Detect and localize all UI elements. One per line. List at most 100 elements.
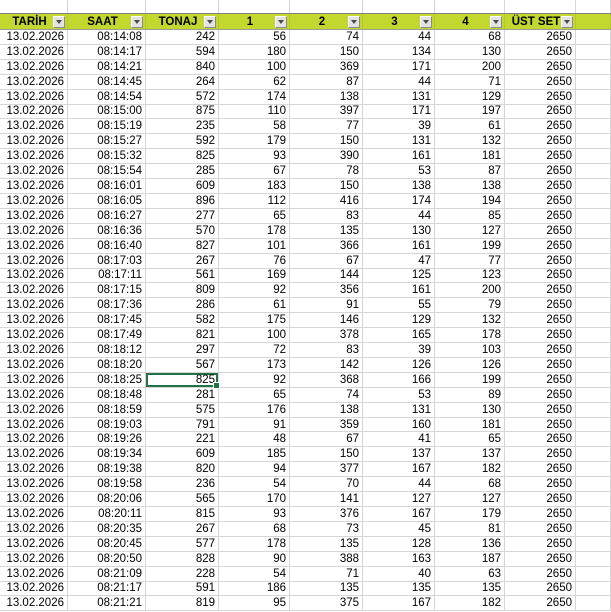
cell[interactable]: 13.02.2026 — [0, 447, 68, 463]
cell[interactable]: 169 — [219, 268, 290, 284]
cell[interactable] — [576, 492, 611, 507]
filter-button[interactable] — [420, 15, 432, 28]
filter-button[interactable] — [131, 15, 143, 28]
cell[interactable] — [576, 74, 611, 90]
cell[interactable]: 2650 — [505, 179, 576, 194]
cell[interactable] — [576, 402, 611, 418]
cell[interactable]: 112 — [219, 193, 290, 209]
cell[interactable]: 178 — [219, 536, 290, 552]
cell[interactable]: 08:14:54 — [68, 89, 146, 105]
cell[interactable]: 78 — [290, 164, 363, 180]
cell[interactable] — [576, 477, 611, 493]
cell[interactable]: 08:17:11 — [68, 268, 146, 284]
cell[interactable]: 171 — [363, 104, 435, 120]
cell[interactable] — [576, 179, 611, 194]
cell[interactable]: 13.02.2026 — [0, 477, 68, 493]
cell[interactable]: 377 — [290, 462, 363, 478]
cell[interactable]: 08:17:36 — [68, 298, 146, 314]
cell[interactable]: 236 — [146, 477, 219, 493]
cell[interactable]: 135 — [363, 581, 435, 597]
cell[interactable]: 65 — [435, 432, 505, 448]
cell[interactable]: 840 — [146, 59, 219, 75]
cell[interactable] — [576, 596, 611, 612]
cell[interactable]: 08:21:09 — [68, 566, 146, 582]
cell[interactable]: 53 — [363, 164, 435, 180]
cell[interactable]: 2650 — [505, 447, 576, 463]
cell[interactable]: 186 — [219, 581, 290, 597]
cell[interactable]: 2650 — [505, 283, 576, 299]
cell[interactable]: 13.02.2026 — [0, 492, 68, 507]
cell[interactable]: 08:19:03 — [68, 417, 146, 433]
cell[interactable]: 130 — [435, 44, 505, 60]
cell[interactable]: 39 — [363, 119, 435, 135]
cell[interactable]: 577 — [146, 536, 219, 552]
cell[interactable]: 150 — [290, 179, 363, 194]
column-header[interactable]: 4 — [435, 14, 505, 29]
cell[interactable]: 08:18:20 — [68, 357, 146, 373]
cell[interactable]: 126 — [435, 357, 505, 373]
cell[interactable]: 285 — [146, 164, 219, 180]
cell[interactable]: 62 — [219, 74, 290, 90]
cell[interactable]: 13.02.2026 — [0, 343, 68, 358]
cell[interactable]: 08:19:26 — [68, 432, 146, 448]
cell[interactable]: 81 — [435, 521, 505, 537]
cell[interactable]: 130 — [363, 223, 435, 239]
cell[interactable]: 13.02.2026 — [0, 89, 68, 105]
filter-button[interactable] — [561, 15, 573, 28]
cell[interactable]: 277 — [146, 208, 219, 224]
cell[interactable]: 174 — [219, 89, 290, 105]
cell[interactable] — [435, 0, 505, 13]
cell[interactable]: 144 — [290, 268, 363, 284]
cell[interactable]: 129 — [435, 89, 505, 105]
cell[interactable] — [576, 134, 611, 150]
cell[interactable] — [576, 193, 611, 209]
cell[interactable]: 08:16:36 — [68, 223, 146, 239]
cell[interactable]: 375 — [290, 596, 363, 612]
cell[interactable]: 150 — [290, 134, 363, 150]
cell[interactable]: 08:15:00 — [68, 104, 146, 120]
cell[interactable]: 72 — [219, 343, 290, 358]
cell[interactable] — [505, 0, 576, 13]
cell[interactable]: 2650 — [505, 59, 576, 75]
cell[interactable]: 08:15:19 — [68, 119, 146, 135]
cell[interactable]: 135 — [290, 536, 363, 552]
cell[interactable]: 13.02.2026 — [0, 44, 68, 60]
cell[interactable]: 821 — [146, 328, 219, 344]
cell[interactable]: 2650 — [505, 596, 576, 612]
cell[interactable]: 100 — [219, 59, 290, 75]
cell[interactable]: 166 — [363, 372, 435, 388]
filter-button[interactable] — [490, 15, 502, 28]
cell[interactable] — [576, 283, 611, 299]
cell[interactable]: 180 — [219, 44, 290, 60]
cell[interactable]: 13.02.2026 — [0, 30, 68, 45]
cell[interactable]: 65 — [219, 387, 290, 403]
cell[interactable]: 61 — [219, 298, 290, 314]
cell[interactable]: 136 — [435, 536, 505, 552]
cell[interactable]: 138 — [435, 179, 505, 194]
cell[interactable]: 161 — [363, 149, 435, 165]
cell[interactable] — [576, 59, 611, 75]
cell[interactable]: 08:18:59 — [68, 402, 146, 418]
cell[interactable]: 297 — [146, 343, 219, 358]
cell[interactable]: 94 — [219, 462, 290, 478]
cell[interactable]: 13.02.2026 — [0, 149, 68, 165]
cell[interactable]: 13.02.2026 — [0, 566, 68, 582]
cell[interactable]: 13.02.2026 — [0, 432, 68, 448]
cell[interactable]: 92 — [219, 372, 290, 388]
cell[interactable]: 13.02.2026 — [0, 283, 68, 299]
cell[interactable]: 53 — [363, 387, 435, 403]
cell[interactable]: 181 — [435, 149, 505, 165]
cell[interactable]: 67 — [290, 253, 363, 269]
cell[interactable]: 582 — [146, 313, 219, 329]
column-header[interactable]: SAAT — [68, 14, 146, 29]
cell[interactable] — [576, 357, 611, 373]
cell[interactable]: 2650 — [505, 119, 576, 135]
cell[interactable]: 67 — [219, 164, 290, 180]
cell[interactable]: 2650 — [505, 507, 576, 522]
cell[interactable]: 2650 — [505, 223, 576, 239]
cell[interactable] — [576, 208, 611, 224]
cell[interactable]: 2650 — [505, 328, 576, 344]
cell[interactable]: 828 — [146, 551, 219, 567]
cell[interactable] — [576, 417, 611, 433]
cell[interactable]: 13.02.2026 — [0, 208, 68, 224]
